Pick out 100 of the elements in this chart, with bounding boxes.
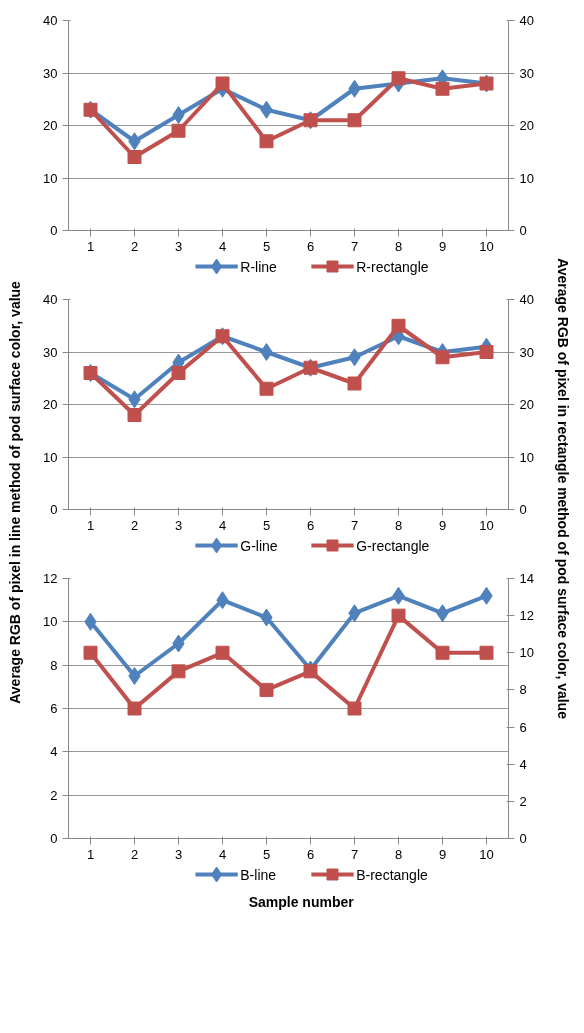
point xyxy=(435,350,450,365)
y2-tick-label: 10 xyxy=(519,170,534,186)
point xyxy=(391,608,406,623)
y-axis-title: Average RGB of pixel in line method of pod surface color, value xyxy=(6,280,23,704)
x-tick-label: 3 xyxy=(174,517,183,533)
x-tick-label: 6 xyxy=(306,846,315,862)
y2-tick-label: 2 xyxy=(519,793,527,809)
x-tick-label: 7 xyxy=(350,517,359,533)
point xyxy=(347,376,362,391)
x-tick-label: 9 xyxy=(438,238,447,254)
y2-axis-title: Average RGB of pixel in rectangle method of pod surface color, value xyxy=(554,258,571,720)
x-tick-label: 5 xyxy=(262,846,271,862)
y-tick-label: 0 xyxy=(50,831,58,846)
y2-tick-label: 14 xyxy=(519,571,534,586)
x-tick-label: 6 xyxy=(306,238,315,254)
x-tick-label: 7 xyxy=(350,238,359,254)
point xyxy=(347,113,362,128)
legend-label: R-line xyxy=(240,258,278,275)
point xyxy=(435,81,450,96)
y2-tick-label: 40 xyxy=(519,13,534,28)
x-tick-label: 9 xyxy=(438,517,447,533)
x-tick-label: 2 xyxy=(130,517,139,533)
x-tick-label: 10 xyxy=(479,846,494,862)
x-tick-label: 1 xyxy=(86,517,95,533)
y-tick-label: 40 xyxy=(43,13,58,28)
y2-tick-label: 30 xyxy=(519,344,534,360)
x-tick-label: 2 xyxy=(130,238,139,254)
x-tick-label: 5 xyxy=(262,517,271,533)
legend-label: B-line xyxy=(240,866,277,883)
point xyxy=(172,106,185,124)
point xyxy=(128,667,141,685)
point xyxy=(479,645,494,660)
y-tick-label: 30 xyxy=(43,344,58,360)
y2-tick-label: 30 xyxy=(519,65,534,81)
y2-tick-label: 4 xyxy=(519,756,527,772)
y-tick-label: 8 xyxy=(50,657,58,673)
y-tick-label: 10 xyxy=(43,614,58,630)
point xyxy=(127,150,142,164)
x-tick-label: 4 xyxy=(218,238,227,254)
y-tick-label: 40 xyxy=(43,292,58,307)
point xyxy=(259,134,274,149)
x-tick-label: 8 xyxy=(394,238,403,254)
x-axis-title: Sample number xyxy=(248,893,355,910)
y2-tick-label: 8 xyxy=(519,682,527,698)
x-tick-label: 4 xyxy=(218,846,227,862)
x-tick-label: 10 xyxy=(479,517,494,533)
point xyxy=(83,645,98,660)
y2-tick-label: 20 xyxy=(519,397,534,412)
legend-label: R-rectangle xyxy=(356,258,429,275)
point xyxy=(391,318,406,333)
y2-tick-label: 6 xyxy=(519,719,527,735)
y-tick-label: 0 xyxy=(50,502,58,517)
point xyxy=(127,701,142,716)
point xyxy=(479,345,494,359)
x-tick-label: 6 xyxy=(306,517,315,533)
y-tick-label: 10 xyxy=(43,449,58,465)
legend-label: G-rectangle xyxy=(356,537,430,554)
x-tick-label: 5 xyxy=(262,238,271,254)
legend-label: G-line xyxy=(240,537,278,554)
y2-tick-label: 0 xyxy=(519,223,527,238)
y-tick-label: 20 xyxy=(43,118,58,133)
x-tick-label: 10 xyxy=(479,238,494,254)
point xyxy=(171,664,186,679)
point xyxy=(171,123,186,138)
point xyxy=(347,701,362,716)
y-tick-label: 30 xyxy=(43,65,58,81)
x-tick-label: 8 xyxy=(394,846,403,862)
y-tick-label: 0 xyxy=(50,223,58,238)
point xyxy=(259,682,274,697)
x-tick-label: 7 xyxy=(350,846,359,862)
x-tick-label: 2 xyxy=(130,846,139,862)
x-tick-label: 4 xyxy=(218,517,227,533)
y-tick-label: 2 xyxy=(50,787,58,803)
x-tick-label: 9 xyxy=(438,846,447,862)
point xyxy=(215,645,230,660)
y2-tick-label: 10 xyxy=(519,645,534,661)
x-tick-label: 3 xyxy=(174,846,183,862)
legend-label: B-rectangle xyxy=(356,866,428,883)
y2-tick-label: 10 xyxy=(519,449,534,465)
x-tick-label: 3 xyxy=(174,238,183,254)
point xyxy=(391,71,406,86)
y-tick-label: 6 xyxy=(50,701,58,716)
y2-tick-label: 0 xyxy=(519,831,527,846)
point xyxy=(259,381,274,396)
y-tick-label: 20 xyxy=(43,397,58,412)
point xyxy=(303,664,318,679)
point xyxy=(171,366,186,380)
x-tick-label: 1 xyxy=(86,238,95,254)
y2-tick-label: 20 xyxy=(519,118,534,133)
y2-tick-label: 40 xyxy=(519,292,534,307)
x-tick-label: 1 xyxy=(86,846,95,862)
y2-tick-label: 12 xyxy=(519,608,534,624)
point xyxy=(127,408,142,422)
y-tick-label: 4 xyxy=(50,744,58,760)
x-tick-label: 8 xyxy=(394,517,403,533)
y2-tick-label: 0 xyxy=(519,502,527,517)
point xyxy=(215,76,230,91)
y-tick-label: 10 xyxy=(43,170,58,186)
point xyxy=(260,343,273,361)
y-tick-label: 12 xyxy=(43,571,58,586)
